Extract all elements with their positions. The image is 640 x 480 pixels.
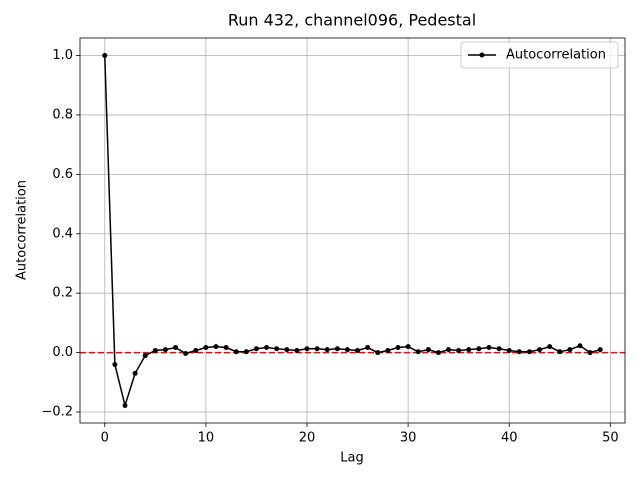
data-point: [597, 347, 603, 353]
y-tick-label: 0.4: [52, 226, 73, 241]
data-point: [304, 346, 310, 352]
data-point: [334, 346, 340, 352]
data-point: [183, 350, 189, 356]
data-point: [435, 350, 441, 356]
data-point: [314, 346, 320, 352]
data-point: [375, 350, 381, 356]
data-point: [496, 346, 502, 352]
x-tick-label: 30: [400, 431, 417, 446]
data-point: [122, 402, 128, 408]
x-tick-label: 10: [198, 431, 215, 446]
data-point: [526, 349, 532, 355]
data-point: [324, 347, 330, 353]
data-point: [253, 346, 259, 352]
data-point: [577, 343, 583, 349]
data-point: [587, 350, 593, 356]
data-point: [243, 349, 249, 355]
data-point: [193, 348, 199, 354]
data-point: [264, 345, 270, 351]
x-tick-label: 50: [602, 431, 619, 446]
x-tick-label: 40: [501, 431, 518, 446]
data-point: [547, 344, 553, 350]
data-point: [102, 53, 108, 59]
data-point: [152, 348, 158, 354]
data-point: [132, 370, 138, 376]
x-axis-label: Lag: [340, 451, 363, 466]
data-point: [557, 349, 563, 355]
data-point: [274, 346, 280, 352]
data-point: [405, 344, 411, 350]
x-tick-label: 0: [101, 431, 109, 446]
data-point: [203, 345, 209, 351]
y-tick-label: 0.8: [52, 107, 73, 122]
legend-box: [460, 41, 619, 69]
y-tick-label: 0.2: [52, 286, 73, 301]
data-point: [344, 347, 350, 353]
legend-label: Autocorrelation: [506, 48, 606, 63]
data-point: [567, 347, 573, 353]
y-tick-label: 1.0: [52, 48, 73, 63]
data-point: [213, 344, 219, 350]
legend-marker: [479, 52, 485, 58]
plot-frame: [79, 37, 626, 424]
data-point: [173, 345, 179, 351]
data-point: [142, 353, 148, 359]
data-point: [112, 361, 118, 367]
y-tick-label: 0.0: [52, 345, 73, 360]
data-point: [162, 347, 168, 353]
data-point: [365, 345, 371, 351]
data-point: [486, 345, 492, 351]
data-point: [537, 347, 543, 353]
data-point: [446, 347, 452, 353]
data-point: [385, 348, 391, 354]
y-tick-label: 0.6: [52, 167, 73, 182]
data-point: [456, 348, 462, 354]
data-point: [284, 347, 290, 353]
data-point: [415, 349, 421, 355]
data-point: [516, 349, 522, 355]
data-point: [294, 348, 300, 354]
data-point: [233, 349, 239, 355]
data-point: [506, 348, 512, 354]
chart-title: Run 432, channel096, Pedestal: [228, 11, 476, 30]
data-point: [395, 345, 401, 351]
x-tick-label: 20: [299, 431, 316, 446]
y-axis-label: Autocorrelation: [15, 180, 30, 280]
y-tick-label: −0.2: [41, 405, 73, 420]
data-point: [223, 345, 229, 351]
data-point: [425, 347, 431, 353]
data-point: [355, 348, 361, 354]
data-point: [466, 347, 472, 353]
data-point: [476, 346, 482, 352]
